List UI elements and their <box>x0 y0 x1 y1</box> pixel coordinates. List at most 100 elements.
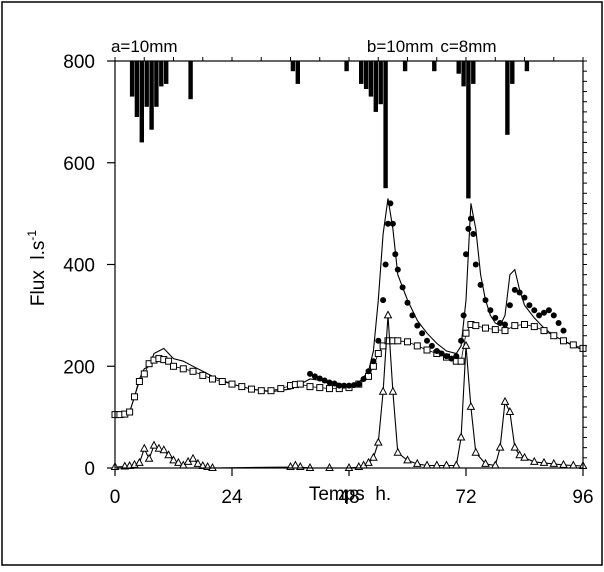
circle-marker <box>394 266 401 273</box>
circle-marker <box>414 322 421 329</box>
triangle-marker <box>383 310 393 319</box>
plot-area <box>114 60 584 469</box>
triangle-marker <box>169 455 178 464</box>
circle-marker <box>502 321 508 328</box>
triangle-marker <box>174 457 183 466</box>
annotations: a=10mm b=10mm c=8mm <box>111 37 497 56</box>
circle-marker <box>365 368 372 375</box>
y-tick-label: 600 <box>63 154 95 175</box>
square-marker <box>135 378 143 385</box>
y-axis-label: Flux l.s-1 <box>25 230 49 306</box>
circle-marker <box>399 284 406 291</box>
rain-bar <box>378 61 383 105</box>
square-marker <box>228 380 236 388</box>
rain-bar <box>466 61 471 199</box>
triangle-marker <box>369 452 378 461</box>
y-axis-label-superscript: -1 <box>25 230 39 241</box>
square-marker <box>267 387 275 395</box>
rain-bar <box>524 61 530 72</box>
triangle-marker <box>188 453 198 462</box>
square-marker <box>530 323 538 331</box>
x-tick-label: 0 <box>110 487 121 508</box>
triangle-marker <box>505 406 515 415</box>
x-tick-label: 48 <box>338 487 359 508</box>
rain-annotation: c=8mm <box>440 37 496 56</box>
circle-marker <box>424 337 430 344</box>
square-marker <box>238 383 246 391</box>
triangle-marker <box>471 447 481 456</box>
triangle-marker <box>325 462 334 471</box>
rain-bar <box>129 61 135 97</box>
square-marker <box>277 385 285 393</box>
square-marker <box>326 385 333 393</box>
rain-bar <box>373 61 378 112</box>
circle-marker <box>389 220 396 227</box>
triangle-marker <box>393 447 403 456</box>
square-marker <box>540 327 548 335</box>
square-marker <box>131 393 138 401</box>
triangle-marker <box>208 462 217 471</box>
circle-marker <box>387 200 394 207</box>
circle-marker <box>541 309 547 316</box>
triangle-marker <box>481 458 490 467</box>
square-marker <box>457 357 465 365</box>
square-marker <box>296 380 304 388</box>
rain-bar <box>505 61 510 135</box>
square-marker <box>165 357 173 365</box>
triangle-marker <box>149 440 159 449</box>
triangle-marker <box>344 462 354 471</box>
triangle-marker <box>154 443 164 452</box>
circle-marker <box>433 348 440 354</box>
rain-bar <box>432 61 437 72</box>
circle-marker <box>472 261 479 268</box>
rain-bar <box>164 61 169 84</box>
rainfall-bars <box>129 61 530 199</box>
circle-marker <box>392 251 399 258</box>
circle-marker <box>428 342 435 349</box>
triangle-marker <box>495 442 505 451</box>
circle-marker <box>321 377 328 384</box>
circle-marker <box>438 350 445 357</box>
square-marker <box>560 337 567 345</box>
triangle-marker <box>529 456 539 465</box>
triangle-marker <box>412 458 422 467</box>
triangle-marker <box>388 386 398 395</box>
square-marker <box>491 326 499 334</box>
circle-marker <box>448 355 455 362</box>
square-marker <box>145 360 153 368</box>
circle-marker <box>443 353 450 360</box>
square-marker <box>126 408 134 416</box>
circle-marker <box>331 380 338 387</box>
rain-bar <box>159 61 164 87</box>
triangle-marker <box>159 445 169 454</box>
rain-bar <box>461 61 466 87</box>
circle-marker <box>360 376 367 382</box>
rain-bar <box>383 61 388 189</box>
circle-marker <box>521 294 528 301</box>
circle-marker <box>350 382 357 389</box>
square-marker <box>374 350 382 357</box>
circle-marker <box>409 312 416 319</box>
circle-marker <box>458 337 465 344</box>
x-tick-label: 24 <box>221 487 243 508</box>
square-marker <box>140 370 148 378</box>
circle-marker <box>526 302 533 309</box>
rain-bar <box>134 61 140 117</box>
y-tick-label: 0 <box>84 459 95 480</box>
circle-marker <box>341 382 348 389</box>
square-marker <box>189 367 197 375</box>
square-marker <box>209 375 216 383</box>
circle-marker <box>346 382 352 389</box>
rain-bar <box>188 61 193 100</box>
square-marker <box>316 384 324 392</box>
triangle-marker <box>539 457 549 466</box>
circle-marker <box>497 320 504 326</box>
circle-marker <box>536 312 543 319</box>
square-marker <box>306 383 314 391</box>
square-marker <box>521 321 528 328</box>
square-marker <box>179 365 187 373</box>
triangle-marker <box>305 462 315 471</box>
rain-bar <box>154 61 159 107</box>
